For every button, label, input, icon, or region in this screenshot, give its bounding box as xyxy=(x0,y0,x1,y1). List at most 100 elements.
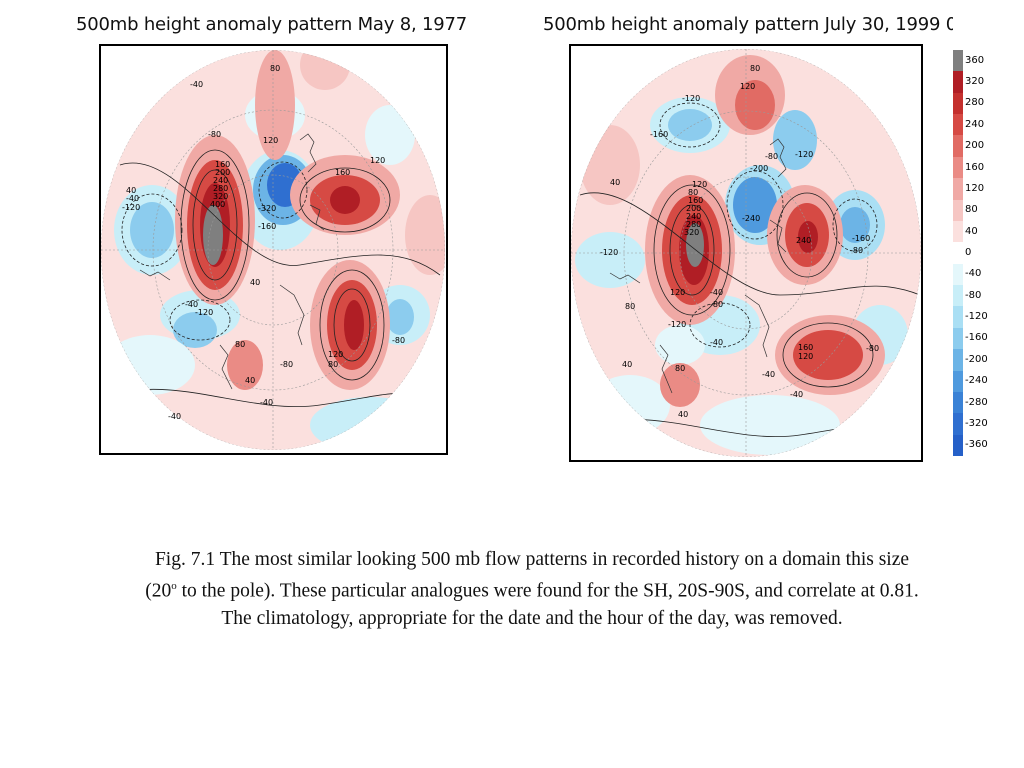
contour-label: 160 xyxy=(335,168,350,177)
contour-label: 160 xyxy=(215,160,230,169)
contour-label: -200 xyxy=(750,164,768,173)
contour-label: -120 xyxy=(682,94,700,103)
map-panel-1977: 80 -40 -80 120 -120 160 200 240 280 320 … xyxy=(99,44,448,455)
caption-text-cont: to the pole). These particular analogues… xyxy=(176,580,919,629)
colorbar-swatch xyxy=(953,306,963,329)
map-title-1977: 500mb height anomaly pattern May 8, 1977… xyxy=(76,14,470,35)
contour-label: 40 xyxy=(678,410,688,419)
colorbar-swatch xyxy=(953,434,963,457)
contour-label: -80 xyxy=(866,344,879,353)
contour-label: 120 xyxy=(740,82,755,91)
colorbar-label: -200 xyxy=(965,353,988,365)
contour-label: 200 xyxy=(686,204,701,213)
contour-label: 40 xyxy=(245,376,255,385)
colorbar-swatch xyxy=(953,114,963,136)
contour-label: 240 xyxy=(213,176,228,185)
colorbar-label: -320 xyxy=(965,417,988,429)
contour-label: -80 xyxy=(208,130,221,139)
colorbar-label: 80 xyxy=(965,204,978,216)
colorbar-label: 360 xyxy=(965,54,985,66)
colorbar-swatch xyxy=(953,178,963,201)
contour-label: -80 xyxy=(850,246,863,255)
contour-label: -160 xyxy=(852,234,870,243)
contour-label: 80 xyxy=(625,302,635,311)
colorbar-swatch xyxy=(953,413,963,436)
contour-label: 120 xyxy=(692,180,707,189)
contour-label: 240 xyxy=(796,236,811,245)
contour-label: 80 xyxy=(688,188,698,197)
colorbar-label: -240 xyxy=(965,375,988,387)
contour-label: -40 xyxy=(260,398,273,407)
colorbar-swatch xyxy=(953,135,963,158)
colorbar-swatch xyxy=(953,92,963,115)
contour-label: -40 xyxy=(710,338,723,347)
contour-label: -80 xyxy=(765,152,778,161)
colorbar-legend: 360 320 280 240 200 160 120 80 40 0 -40 -80 -120 -160… xyxy=(953,50,1013,460)
colorbar-swatch xyxy=(953,199,963,222)
contour-label: -160 xyxy=(650,130,668,139)
colorbar-label: 200 xyxy=(965,140,985,152)
colorbar-label: -160 xyxy=(965,332,988,344)
anomaly-map-1999: 80 120 -120 -160 -80 40 -120 -200 120 80… xyxy=(570,45,922,461)
contour-label: 200 xyxy=(215,168,230,177)
colorbar-label: 0 xyxy=(965,247,972,258)
contour-label: 40 xyxy=(610,178,620,187)
map-title-1999: 500mb height anomaly pattern July 30, 19… xyxy=(543,14,953,35)
contour-label: 240 xyxy=(686,212,701,221)
contour-label: 120 xyxy=(798,352,813,361)
contour-label: 40 xyxy=(126,186,136,195)
contour-label: 320 xyxy=(213,192,228,201)
contour-label: -120 xyxy=(195,308,213,317)
contour-label: 40 xyxy=(250,278,260,287)
contour-label: -80 xyxy=(280,360,293,369)
contour-label: 320 xyxy=(684,228,699,237)
colorbar-swatch xyxy=(953,220,963,243)
colorbar-label: 240 xyxy=(965,118,985,130)
colorbar-label: 280 xyxy=(965,97,985,109)
contour-label: 160 xyxy=(688,196,703,205)
contour-label: -240 xyxy=(742,214,760,223)
contour-label: -40 xyxy=(762,370,775,379)
contour-label: 120 xyxy=(328,350,343,359)
colorbar-swatch xyxy=(953,349,963,372)
colorbar-label: -280 xyxy=(965,396,988,408)
contour-label: -40 xyxy=(710,288,723,297)
colorbar-label: 40 xyxy=(965,225,978,237)
degree-sup: o xyxy=(171,580,177,592)
colorbar-label: -80 xyxy=(965,289,982,301)
contour-label: -320 xyxy=(258,204,276,213)
contour-label: 280 xyxy=(213,184,228,193)
colorbar-swatch xyxy=(953,263,963,286)
colorbar-label: 320 xyxy=(965,76,985,88)
colorbar-swatch xyxy=(953,50,963,72)
map-panel-1999: 80 120 -120 -160 -80 40 -120 -200 120 80… xyxy=(569,44,923,462)
colorbar-label: -360 xyxy=(965,439,988,451)
contour-label: 80 xyxy=(675,364,685,373)
colorbar-swatch xyxy=(953,242,963,265)
contour-label: -80 xyxy=(710,300,723,309)
contour-label: 120 xyxy=(263,136,278,145)
contour-label: 40 xyxy=(622,360,632,369)
colorbar-swatch xyxy=(953,71,963,94)
colorbar-swatch xyxy=(953,391,963,414)
caption-text: Fig. 7.1 The most similar looking 500 mb… xyxy=(145,549,910,602)
contour-label: 80 xyxy=(270,64,280,73)
contour-label: 280 xyxy=(686,220,701,229)
contour-label: -120 xyxy=(795,150,813,159)
contour-label: -120 xyxy=(668,320,686,329)
contour-label: -160 xyxy=(258,222,276,231)
contour-label: -40 xyxy=(790,390,803,399)
colorbar-swatch xyxy=(953,156,963,179)
contour-label: 120 xyxy=(370,156,385,165)
contour-label: -40 xyxy=(168,412,181,421)
contour-label: 80 xyxy=(328,360,338,369)
contour-label: 400 xyxy=(210,200,225,209)
contour-label: -80 xyxy=(392,336,405,345)
colorbar-swatch xyxy=(953,370,963,393)
contour-label: 160 xyxy=(798,343,813,352)
contour-label: 80 xyxy=(235,340,245,349)
contour-label: -120 xyxy=(122,203,140,212)
contour-label: -120 xyxy=(600,248,618,257)
contour-label: -40 xyxy=(126,194,139,203)
colorbar-label: -40 xyxy=(965,268,982,280)
